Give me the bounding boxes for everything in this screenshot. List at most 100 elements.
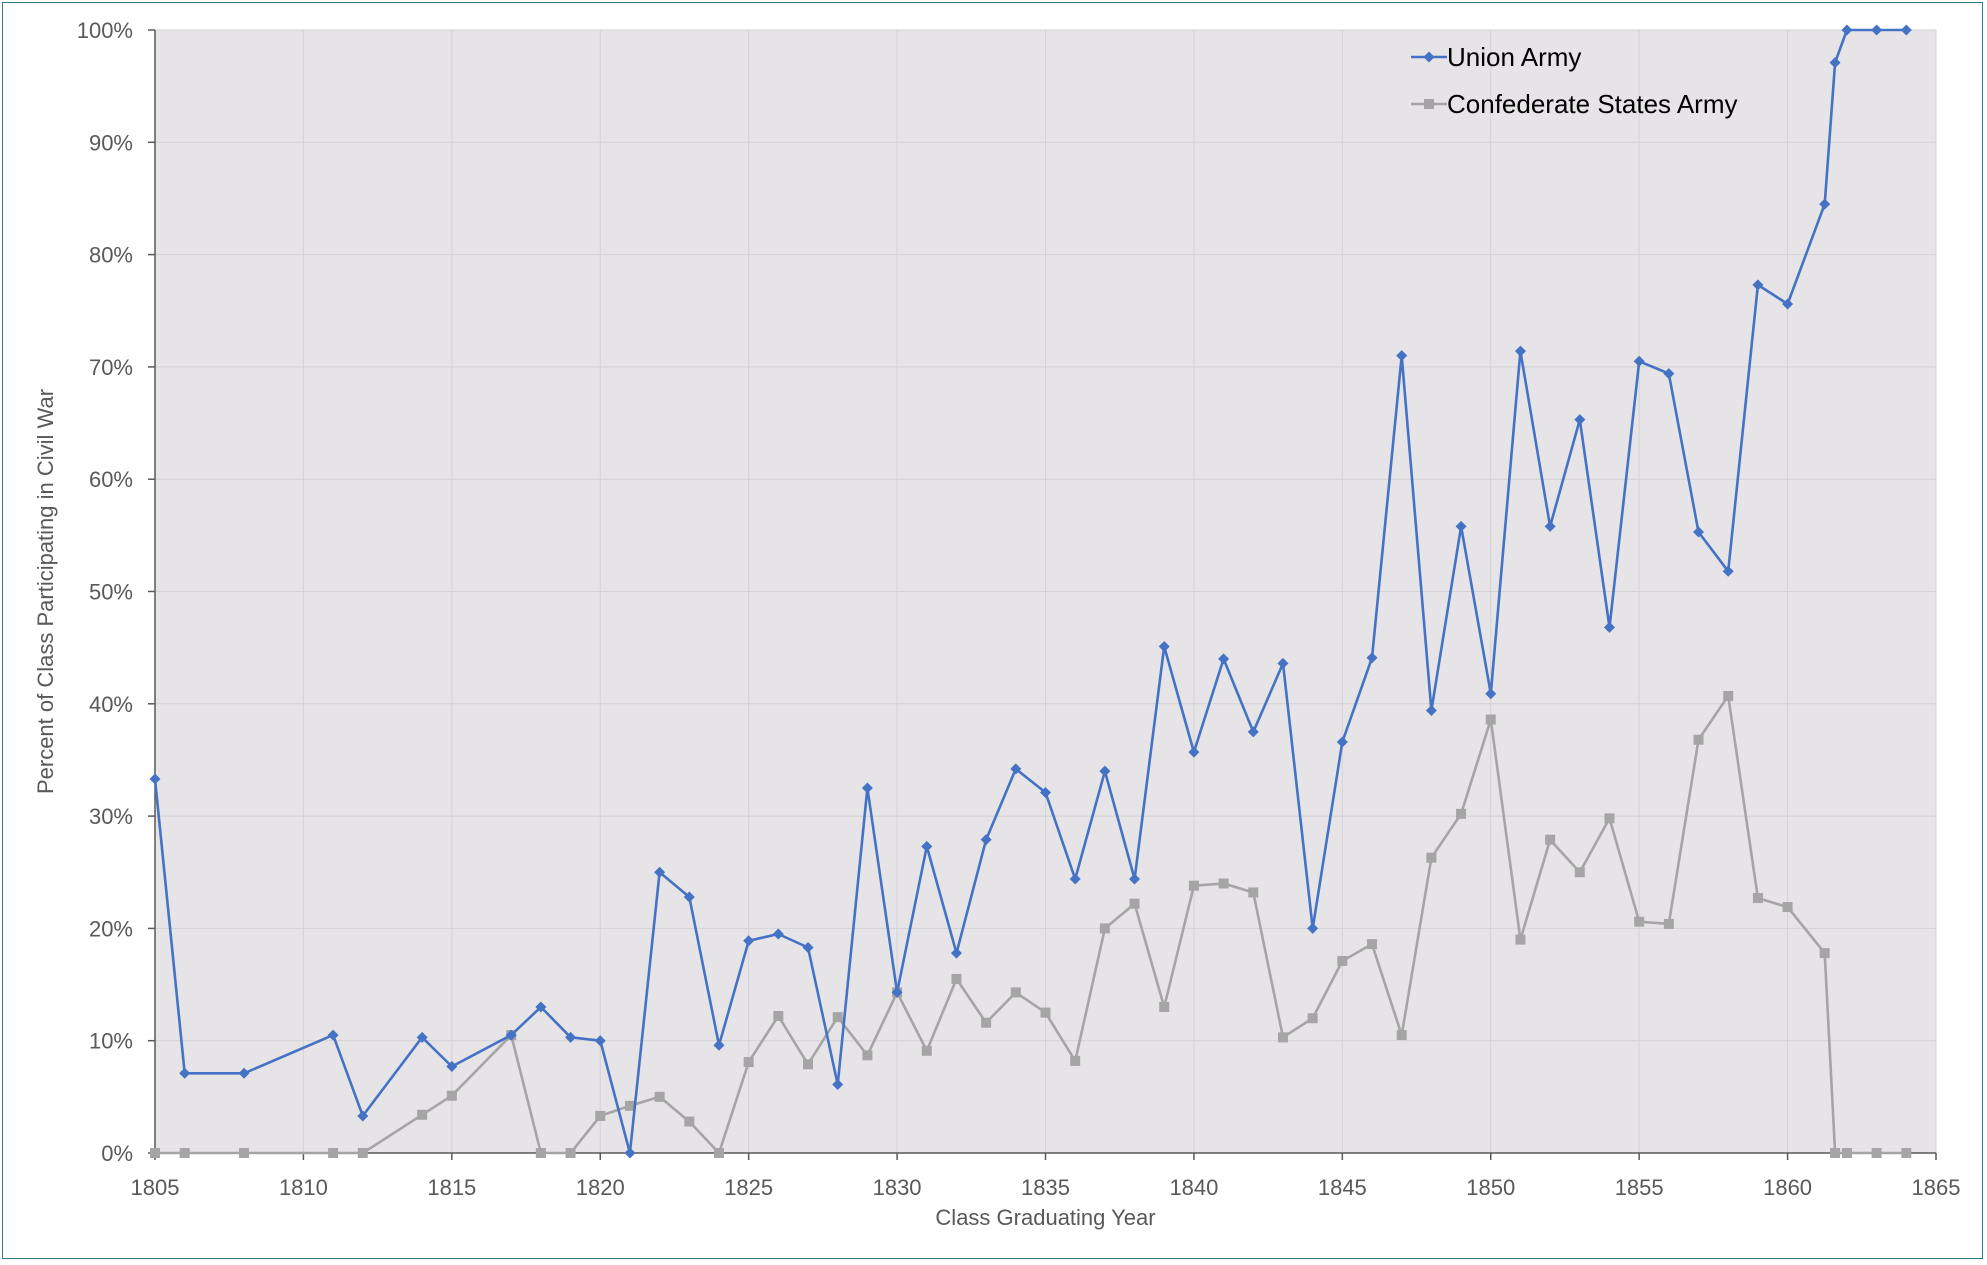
data-point-diamond [1307,922,1319,934]
x-tick-label: 1845 [1318,1175,1367,1200]
data-point-diamond [1455,520,1467,532]
data-point-diamond [1396,350,1408,362]
data-point-square [1901,1148,1912,1158]
series-confederate-states-army [150,690,1912,1158]
data-point-square [654,1091,665,1102]
data-point-diamond [1423,51,1435,63]
data-point-square [357,1148,368,1158]
data-point-diamond [1099,765,1111,777]
data-point-diamond [743,935,755,947]
data-point-square [773,1010,784,1021]
data-point-square [1070,1055,1081,1066]
y-axis-tick-labels: 0% 10% 20% 30% 40% 50% 60% 70% 80% 90% 100% [77,18,133,1166]
data-point-square [1188,880,1199,891]
data-point-diamond [1158,641,1170,653]
data-point-square [1277,1032,1288,1043]
data-point-diamond [535,1001,547,1013]
data-point-square [921,1045,932,1056]
data-point-diamond [1663,368,1675,380]
x-tick-label: 1860 [1763,1175,1812,1200]
legend-label: Confederate States Army [1447,89,1737,119]
data-point-diamond [772,928,784,940]
data-point-diamond [505,1029,517,1041]
data-point-diamond [1693,526,1705,538]
data-point-diamond [1425,705,1437,717]
data-point-square [595,1110,606,1121]
y-tick-label: 40% [89,692,133,717]
series-line [153,28,1907,1155]
data-point-diamond [1514,345,1526,357]
data-point-diamond [1722,565,1734,577]
y-tick-label: 60% [89,467,133,492]
x-axis-tick-labels: 1805 1810 1815 1820 1825 1830 1835 1840 1845 1850… [131,1175,1961,1200]
data-point-square [328,1148,339,1158]
data-point-diamond [654,866,666,878]
data-point-diamond [594,1035,606,1047]
data-point-diamond [1633,355,1645,367]
data-point-square [179,1148,190,1158]
data-point-diamond [713,1039,725,1051]
data-point-diamond [179,1067,191,1079]
data-point-square [862,1050,873,1061]
legend-item: Confederate States Army [1411,89,1737,119]
x-tick-label: 1815 [427,1175,476,1200]
x-tick-label: 1825 [724,1175,773,1200]
data-point-square [1396,1030,1407,1041]
data-point-diamond [238,1067,250,1079]
data-point-square [1218,878,1229,889]
data-point-diamond [1010,763,1022,775]
data-point-square [1663,918,1674,929]
data-point-square [803,1059,814,1070]
data-point-diamond [149,773,161,785]
data-point-diamond [832,1078,844,1090]
data-point-square [1456,808,1467,819]
data-point-diamond [1188,746,1200,758]
x-tick-label: 1840 [1169,1175,1218,1200]
x-tick-label: 1865 [1912,1175,1961,1200]
data-point-diamond [921,840,933,852]
y-tick-label: 10% [89,1029,133,1054]
data-point-diamond [891,986,903,998]
data-point-square [713,1148,724,1158]
data-point-diamond [1871,24,1883,36]
gridlines [155,29,1937,1153]
data-point-square [446,1090,457,1101]
data-point-diamond [1277,657,1289,669]
data-point-diamond [1544,520,1556,532]
data-point-square [1367,939,1378,950]
data-point-diamond [1336,736,1348,748]
data-point-square [1545,834,1556,845]
y-tick-label: 70% [89,355,133,380]
y-axis-label: Percent of Class Participating in Civil … [33,389,58,794]
line-chart: 1805 1810 1815 1820 1825 1830 1835 1840 1845 1850… [33,18,1961,1230]
data-point-diamond [416,1031,428,1043]
data-point-square [1010,987,1021,998]
data-point-square [951,973,962,984]
data-point-diamond [1069,873,1081,885]
data-point-diamond [1129,873,1141,885]
data-point-diamond [1829,57,1841,69]
legend-item: Union Army [1411,42,1581,72]
data-point-square [981,1017,992,1028]
data-point-diamond [683,891,695,903]
legend: Union Army Confederate States Army [1411,42,1737,119]
x-tick-label: 1810 [279,1175,328,1200]
data-point-square [417,1109,428,1120]
x-tick-label: 1850 [1466,1175,1515,1200]
data-point-square [684,1116,695,1127]
data-point-square [624,1100,635,1111]
data-point-diamond [1752,279,1764,291]
data-point-diamond [1485,688,1497,700]
data-point-square [1752,893,1763,904]
axes [148,29,1937,1160]
legend-label: Union Army [1447,42,1581,72]
y-tick-label: 0% [101,1141,133,1166]
series-union-army [149,24,1912,1159]
y-tick-label: 100% [77,18,133,43]
data-point-square [832,1012,843,1023]
data-point-square [565,1148,576,1158]
data-point-square [1830,1148,1841,1158]
data-point-square [1426,852,1437,863]
y-tick-label: 90% [89,130,133,155]
